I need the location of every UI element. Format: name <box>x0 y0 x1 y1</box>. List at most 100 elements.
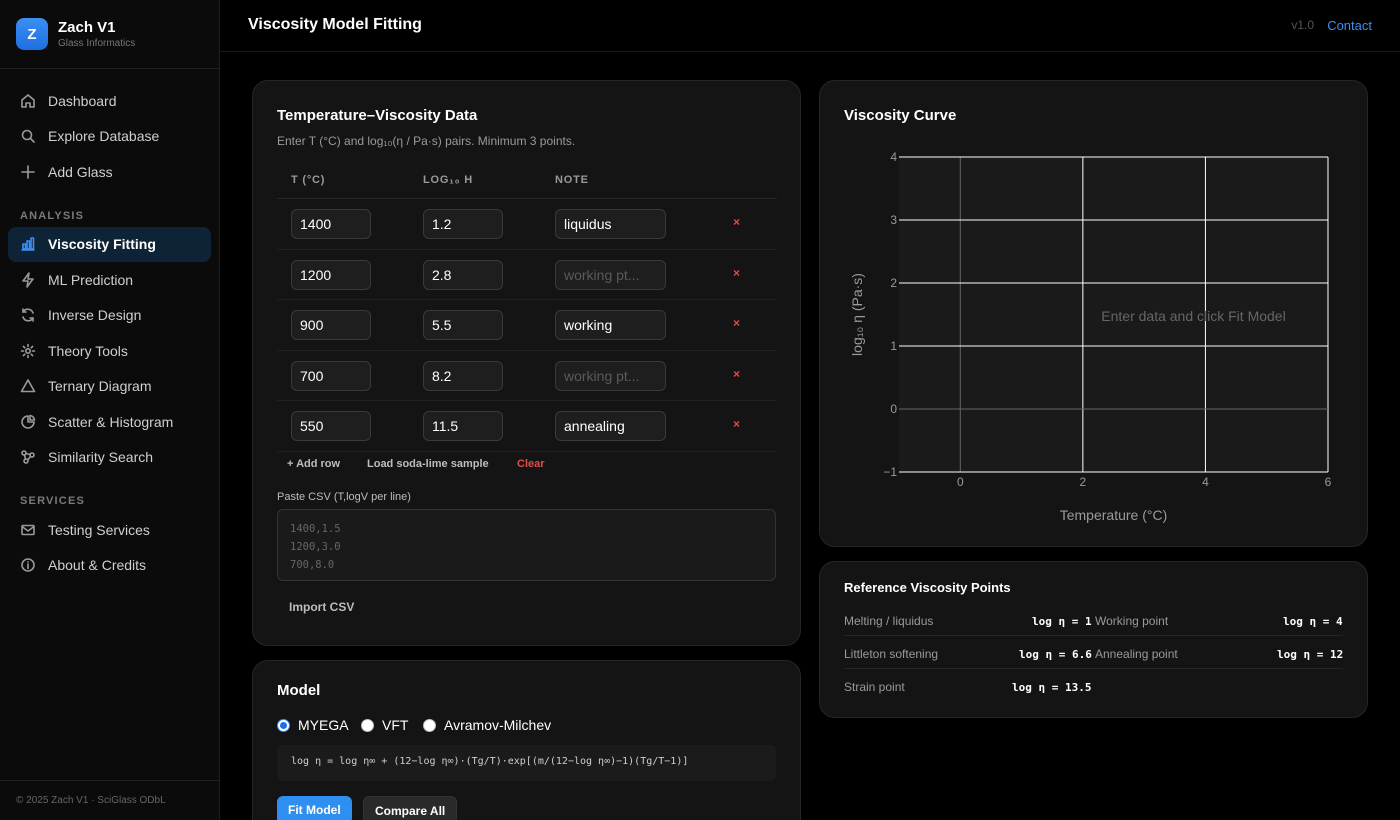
y-tick-label: 0 <box>890 402 897 416</box>
curve-card: Viscosity Curve 0 2 4 6 −1 0 1 2 3 4 Temperature (… <box>819 80 1368 547</box>
reference-value-melting: log η = 1 <box>1032 615 1092 628</box>
delete-row-icon[interactable]: × <box>733 316 741 330</box>
sidebar-item-ternary-diagram[interactable]: Ternary Diagram <box>8 369 211 405</box>
sidebar-item-about-credits[interactable]: About & Credits <box>8 548 211 584</box>
model-option-label: VFT <box>382 717 409 733</box>
radio-empty-icon <box>361 718 374 732</box>
sidebar-item-label: Scatter & Histogram <box>48 413 174 430</box>
log-viscosity-input[interactable]: 1.2 <box>423 209 503 239</box>
delete-row-icon[interactable]: × <box>733 265 741 280</box>
column-header-note: NOTE <box>555 174 589 186</box>
note-input[interactable]: annealing <box>555 411 666 441</box>
model-option-label: MYEGA <box>298 717 349 733</box>
header-divider <box>277 198 777 199</box>
nav-section-analysis: ANALYSIS <box>20 209 85 222</box>
fit-model-button[interactable]: Fit Model <box>277 796 352 820</box>
reference-value-strain: log η = 13.5 <box>1012 681 1092 694</box>
log-viscosity-input[interactable]: 11.5 <box>423 411 503 441</box>
x-tick-label: 2 <box>1080 475 1087 489</box>
sidebar-item-similarity-search[interactable]: Similarity Search <box>8 440 211 476</box>
temperature-input[interactable]: 1200 <box>291 259 371 290</box>
reference-card-title: Reference Viscosity Points <box>844 580 1011 595</box>
sidebar: Z Zach V1 Glass Informatics Dashboard Ex… <box>0 0 220 820</box>
y-tick-label: 2 <box>890 276 897 290</box>
model-formula: log η = log η∞ + (12−log η∞)·(Tg/T)·exp[… <box>277 745 776 781</box>
temperature-input[interactable]: 1400 <box>291 209 371 239</box>
refresh-icon <box>22 308 34 323</box>
compare-all-button[interactable]: Compare All <box>363 796 458 820</box>
radio-selected-icon <box>277 718 290 732</box>
sidebar-item-theory-tools[interactable]: Theory Tools <box>8 333 211 369</box>
log-viscosity-input[interactable]: 8.2 <box>423 360 503 391</box>
contact-link[interactable]: Contact <box>1327 18 1372 33</box>
note-input[interactable]: working pt... <box>555 360 666 391</box>
csv-textarea[interactable]: 1400,1.5 1200,3.0 700,8.0 <box>277 509 776 581</box>
table-row: 1400 1.2 liquidus × <box>277 199 777 250</box>
reference-label-melting: Melting / liquidus <box>844 614 934 628</box>
brand[interactable]: Z Zach V1 Glass Informatics <box>0 0 219 69</box>
temperature-input[interactable]: 900 <box>291 310 371 340</box>
reference-divider <box>844 668 1343 669</box>
load-sample-button[interactable]: Load soda-lime sample <box>367 458 489 470</box>
viscosity-chart[interactable]: 0 2 4 6 −1 0 1 2 3 4 Temperature (°C) log₁₀ η (Pa·s… <box>820 81 1369 548</box>
reference-value-littleton: log η = 6.6 <box>1019 648 1092 661</box>
sidebar-item-label: Similarity Search <box>48 449 154 466</box>
temperature-input[interactable]: 700 <box>291 360 371 391</box>
reference-divider <box>844 635 1343 636</box>
x-tick-label: 4 <box>1202 475 1209 489</box>
reference-label-strain: Strain point <box>844 680 905 694</box>
note-input[interactable]: working <box>555 310 666 340</box>
model-option-avramov-milchev[interactable]: Avramov-Milchev <box>423 717 551 733</box>
model-card-title: Model <box>277 682 321 699</box>
delete-row-icon[interactable]: × <box>733 366 741 381</box>
data-card-title: Temperature–Viscosity Data <box>277 107 478 124</box>
mail-icon <box>21 524 35 536</box>
sidebar-item-label: Add Glass <box>48 163 113 180</box>
y-tick-label: 3 <box>890 213 897 227</box>
page-title: Viscosity Model Fitting <box>248 16 422 33</box>
network-icon <box>21 450 35 465</box>
add-row-button[interactable]: + Add row <box>287 458 341 470</box>
plus-icon <box>21 164 35 179</box>
curve-card-title: Viscosity Curve <box>844 107 957 124</box>
sidebar-item-label: About & Credits <box>48 557 147 574</box>
brand-subtitle: Glass Informatics <box>58 38 136 49</box>
version-label: v1.0 <box>1291 18 1314 32</box>
reference-value-annealing: log η = 12 <box>1277 648 1344 661</box>
sidebar-item-inverse-design[interactable]: Inverse Design <box>8 298 211 334</box>
brand-logo: Z <box>16 18 48 50</box>
gear-icon <box>20 343 36 359</box>
import-csv-button[interactable]: Import CSV <box>289 600 355 614</box>
delete-row-icon[interactable]: × <box>733 417 741 431</box>
sidebar-item-label: Theory Tools <box>48 342 128 359</box>
log-viscosity-input[interactable]: 5.5 <box>423 310 503 340</box>
sidebar-nav: Dashboard Explore Database Add Glass ANA… <box>0 69 219 583</box>
table-row: 900 5.5 working × <box>277 300 777 351</box>
brand-name: Zach V1 <box>58 19 116 36</box>
temperature-input[interactable]: 550 <box>291 411 371 441</box>
sidebar-item-add-glass[interactable]: Add Glass <box>8 154 211 190</box>
sidebar-item-viscosity-fitting[interactable]: Viscosity Fitting <box>8 226 211 262</box>
sidebar-item-ml-prediction[interactable]: ML Prediction <box>8 262 211 298</box>
sidebar-item-dashboard[interactable]: Dashboard <box>8 83 211 119</box>
note-input[interactable]: liquidus <box>555 209 666 239</box>
model-option-myega[interactable]: MYEGA <box>277 717 349 733</box>
delete-row-icon[interactable]: × <box>733 215 741 229</box>
sidebar-item-explore-database[interactable]: Explore Database <box>8 119 211 155</box>
sidebar-item-testing-services[interactable]: Testing Services <box>8 512 211 548</box>
column-header-log-viscosity: LOG₁₀ Η <box>423 174 473 186</box>
note-input[interactable]: working pt... <box>555 259 666 290</box>
search-icon <box>21 129 35 144</box>
pie-chart-icon <box>21 414 36 429</box>
home-icon <box>21 93 35 108</box>
csv-placeholder-line: 1200,3.0 <box>290 541 341 553</box>
csv-placeholder-line: 700,8.0 <box>290 559 335 571</box>
model-option-vft[interactable]: VFT <box>361 717 408 733</box>
sidebar-item-label: Dashboard <box>48 92 117 109</box>
clear-button[interactable]: Clear <box>517 458 545 470</box>
x-tick-label: 6 <box>1325 475 1332 489</box>
reference-label-littleton: Littleton softening <box>844 647 939 661</box>
log-viscosity-input[interactable]: 2.8 <box>423 259 503 290</box>
sidebar-item-scatter-histogram[interactable]: Scatter & Histogram <box>8 404 211 440</box>
